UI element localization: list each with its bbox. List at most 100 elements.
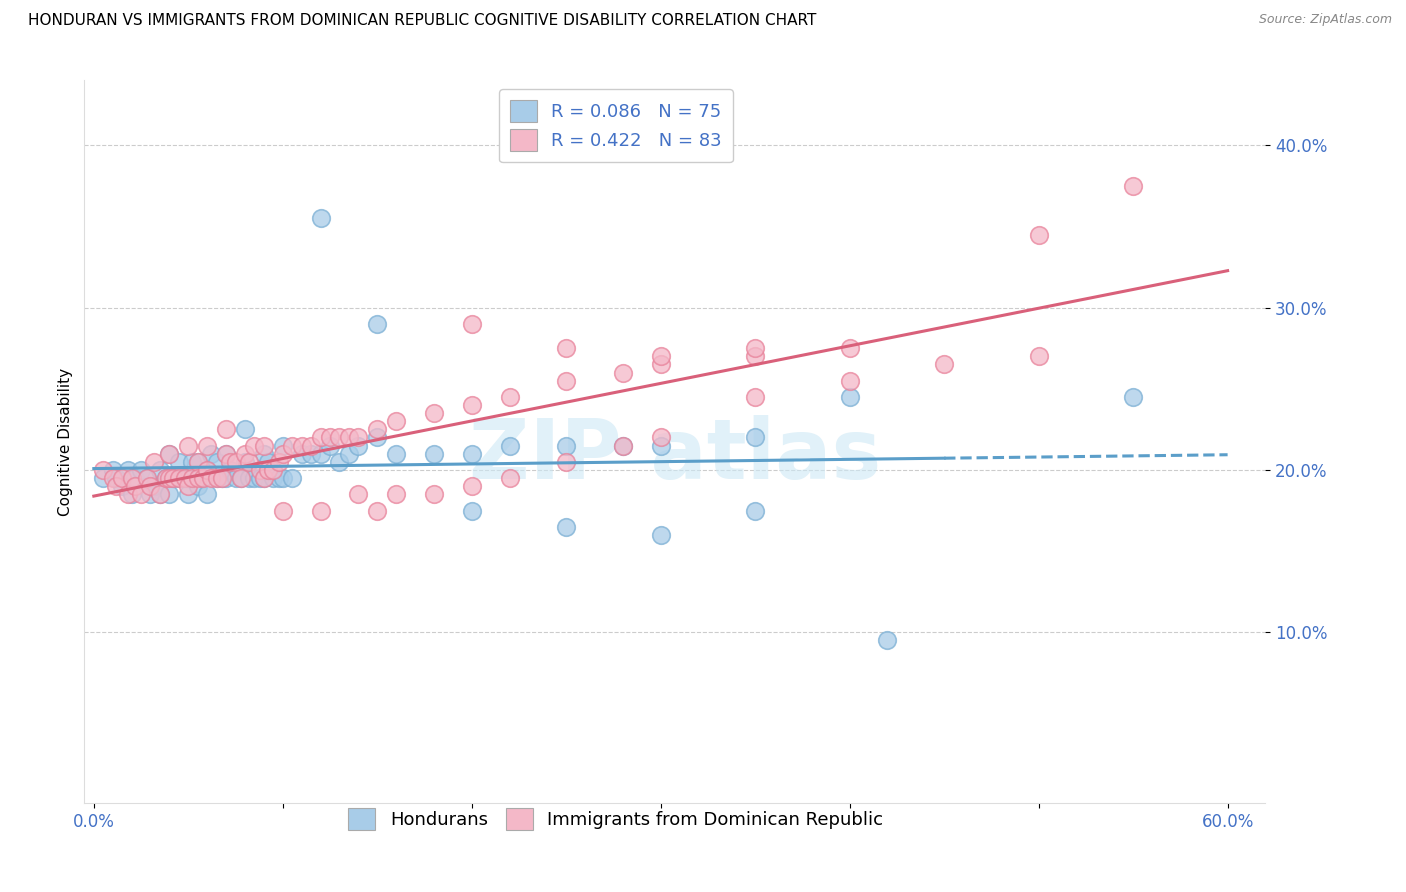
Point bbox=[135, 471, 157, 485]
Point bbox=[187, 479, 209, 493]
Point bbox=[231, 471, 253, 485]
Point bbox=[612, 366, 634, 380]
Point bbox=[309, 211, 332, 226]
Point bbox=[650, 349, 672, 363]
Point bbox=[243, 439, 266, 453]
Text: ZIP atlas: ZIP atlas bbox=[468, 416, 882, 497]
Point bbox=[328, 455, 350, 469]
Point bbox=[337, 447, 360, 461]
Point bbox=[498, 390, 520, 404]
Point bbox=[267, 471, 290, 485]
Point bbox=[121, 471, 143, 485]
Point bbox=[111, 471, 134, 485]
Point bbox=[271, 447, 294, 461]
Point bbox=[650, 439, 672, 453]
Point bbox=[461, 398, 484, 412]
Point bbox=[149, 487, 172, 501]
Point bbox=[193, 471, 215, 485]
Point bbox=[238, 455, 260, 469]
Point bbox=[256, 463, 278, 477]
Point bbox=[555, 374, 578, 388]
Point bbox=[328, 430, 350, 444]
Point bbox=[1028, 227, 1050, 242]
Text: HONDURAN VS IMMIGRANTS FROM DOMINICAN REPUBLIC COGNITIVE DISABILITY CORRELATION : HONDURAN VS IMMIGRANTS FROM DOMINICAN RE… bbox=[28, 13, 817, 29]
Point bbox=[271, 503, 294, 517]
Point bbox=[650, 528, 672, 542]
Point bbox=[111, 479, 134, 493]
Point bbox=[1122, 390, 1144, 404]
Point bbox=[253, 471, 276, 485]
Point bbox=[299, 439, 322, 453]
Point bbox=[211, 471, 233, 485]
Point bbox=[366, 317, 388, 331]
Point bbox=[291, 447, 314, 461]
Point bbox=[124, 471, 146, 485]
Point bbox=[218, 455, 240, 469]
Point bbox=[281, 439, 304, 453]
Point bbox=[129, 463, 152, 477]
Point bbox=[243, 471, 266, 485]
Point bbox=[238, 471, 260, 485]
Point bbox=[347, 439, 370, 453]
Point bbox=[139, 479, 162, 493]
Point bbox=[498, 471, 520, 485]
Point bbox=[101, 463, 124, 477]
Point bbox=[249, 471, 271, 485]
Point bbox=[205, 471, 228, 485]
Point bbox=[366, 430, 388, 444]
Point bbox=[461, 317, 484, 331]
Point bbox=[423, 447, 446, 461]
Point bbox=[744, 341, 766, 355]
Point bbox=[347, 430, 370, 444]
Point bbox=[876, 633, 898, 648]
Point bbox=[121, 487, 143, 501]
Point bbox=[167, 471, 190, 485]
Point bbox=[177, 479, 200, 493]
Point bbox=[744, 430, 766, 444]
Point bbox=[181, 455, 204, 469]
Point bbox=[177, 487, 200, 501]
Point bbox=[200, 447, 222, 461]
Point bbox=[181, 471, 204, 485]
Point bbox=[337, 430, 360, 444]
Point bbox=[211, 471, 233, 485]
Point bbox=[173, 471, 195, 485]
Point bbox=[934, 358, 956, 372]
Point bbox=[200, 471, 222, 485]
Point bbox=[157, 471, 180, 485]
Point bbox=[195, 463, 218, 477]
Point bbox=[309, 503, 332, 517]
Point bbox=[498, 439, 520, 453]
Point bbox=[143, 455, 166, 469]
Point bbox=[124, 479, 146, 493]
Y-axis label: Cognitive Disability: Cognitive Disability bbox=[58, 368, 73, 516]
Point bbox=[187, 471, 209, 485]
Point bbox=[167, 455, 190, 469]
Point bbox=[218, 463, 240, 477]
Point bbox=[555, 520, 578, 534]
Point bbox=[838, 390, 860, 404]
Point bbox=[281, 471, 304, 485]
Point bbox=[129, 487, 152, 501]
Point bbox=[461, 479, 484, 493]
Point bbox=[271, 471, 294, 485]
Point bbox=[195, 487, 218, 501]
Point bbox=[195, 463, 218, 477]
Point bbox=[205, 455, 228, 469]
Point bbox=[256, 455, 278, 469]
Point bbox=[555, 455, 578, 469]
Point bbox=[117, 487, 139, 501]
Point bbox=[155, 471, 177, 485]
Point bbox=[385, 414, 408, 428]
Point bbox=[347, 487, 370, 501]
Point bbox=[262, 463, 284, 477]
Point bbox=[233, 455, 256, 469]
Point bbox=[385, 447, 408, 461]
Point bbox=[650, 430, 672, 444]
Point bbox=[91, 463, 114, 477]
Point bbox=[155, 471, 177, 485]
Point bbox=[195, 439, 218, 453]
Point bbox=[149, 463, 172, 477]
Point bbox=[187, 455, 209, 469]
Point bbox=[309, 430, 332, 444]
